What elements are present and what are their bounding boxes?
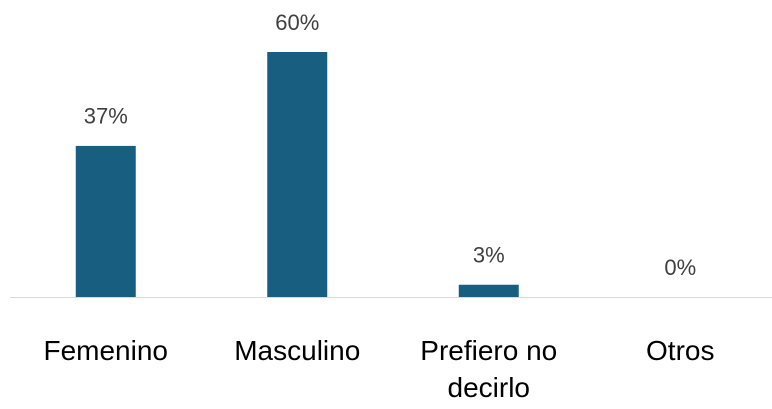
bar (458, 284, 519, 297)
category-label: Prefiero no decirlo (420, 335, 558, 403)
value-label: 3% (473, 243, 505, 268)
value-label: 60% (275, 10, 319, 35)
category-label: Masculino (234, 335, 361, 366)
category-label: Femenino (43, 335, 168, 366)
bar (267, 52, 328, 297)
bar (75, 145, 136, 297)
value-label: 37% (84, 104, 128, 129)
value-label: 0% (664, 255, 696, 280)
category-label: Otros (646, 335, 715, 366)
